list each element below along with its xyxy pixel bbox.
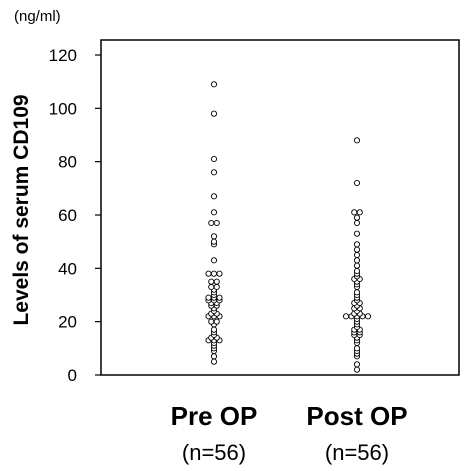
y-tick-label: 40 bbox=[58, 259, 77, 278]
category-labels: Pre OP (n=56) Post OP (n=56) bbox=[171, 401, 408, 465]
category-label: Post OP bbox=[306, 401, 407, 431]
data-point bbox=[210, 353, 218, 360]
data-point bbox=[351, 209, 358, 216]
data-point bbox=[353, 267, 361, 275]
y-tick-label: 120 bbox=[49, 46, 77, 65]
data-point bbox=[216, 294, 223, 301]
data-point bbox=[353, 262, 361, 269]
data-point bbox=[213, 278, 220, 285]
data-point bbox=[353, 137, 361, 144]
y-axis-ticks: 0 20 40 60 80 100 120 bbox=[49, 46, 101, 385]
data-point bbox=[364, 313, 372, 320]
data-point bbox=[210, 326, 218, 333]
category-sample-size: (n=56) bbox=[182, 440, 246, 465]
data-point bbox=[213, 219, 220, 227]
data-point bbox=[210, 238, 218, 245]
data-point bbox=[208, 278, 215, 285]
data-point bbox=[208, 219, 215, 227]
data-point bbox=[213, 318, 220, 325]
data-point bbox=[210, 270, 218, 277]
data-point bbox=[353, 345, 361, 352]
data-point bbox=[210, 193, 218, 200]
data-point bbox=[208, 283, 215, 291]
data-point bbox=[210, 233, 218, 240]
data-point bbox=[342, 313, 350, 320]
plot-frame bbox=[100, 39, 460, 376]
category-sample-size: (n=56) bbox=[325, 440, 389, 465]
unit-label: (ng/ml) bbox=[14, 8, 61, 25]
data-point bbox=[353, 257, 361, 264]
data-point bbox=[353, 366, 361, 373]
data-point bbox=[356, 209, 363, 216]
data-point bbox=[210, 169, 218, 176]
y-tick-label: 0 bbox=[68, 366, 77, 385]
data-point bbox=[353, 241, 361, 248]
data-point bbox=[210, 209, 218, 216]
data-point bbox=[353, 179, 361, 187]
y-tick-label: 20 bbox=[58, 313, 77, 332]
data-point bbox=[205, 270, 212, 277]
data-point bbox=[210, 358, 218, 365]
data-point bbox=[353, 289, 361, 296]
y-tick-label: 60 bbox=[58, 206, 77, 225]
y-tick-label: 100 bbox=[49, 99, 77, 118]
data-point bbox=[216, 270, 223, 277]
y-tick-label: 80 bbox=[58, 153, 77, 172]
y-axis-label: Levels of serum CD109 bbox=[10, 94, 33, 325]
data-point bbox=[210, 155, 218, 163]
data-point bbox=[213, 283, 220, 291]
data-point bbox=[353, 361, 361, 368]
data-point bbox=[210, 257, 218, 264]
data-point bbox=[208, 318, 215, 325]
data-point bbox=[353, 246, 361, 253]
data-point bbox=[353, 251, 361, 259]
data-point bbox=[210, 110, 218, 117]
data-points bbox=[205, 81, 372, 373]
data-point bbox=[353, 230, 361, 237]
data-point bbox=[353, 214, 361, 221]
data-point bbox=[205, 294, 212, 301]
category-label: Pre OP bbox=[171, 401, 258, 431]
data-point bbox=[353, 219, 361, 227]
data-point bbox=[210, 81, 218, 88]
